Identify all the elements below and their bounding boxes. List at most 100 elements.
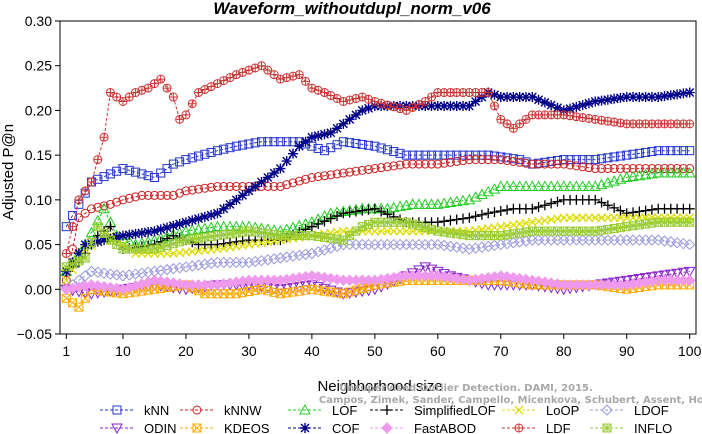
data-point: [382, 162, 392, 172]
data-point: [578, 213, 588, 223]
data-point: [61, 262, 71, 272]
data-point: [149, 244, 159, 254]
data-point: [124, 92, 134, 102]
data-point: [181, 186, 191, 196]
data-point: [161, 263, 173, 276]
data-point: [458, 230, 468, 240]
data-point: [269, 181, 279, 191]
legend-label: kNNW: [224, 403, 262, 418]
data-point: [326, 233, 336, 243]
data-point: [73, 248, 84, 259]
data-point: [105, 199, 115, 209]
legend-item-FastABOD: FastABOD: [370, 421, 476, 434]
data-point: [489, 155, 499, 165]
data-point: [319, 232, 329, 242]
data-point: [571, 161, 581, 171]
data-point: [287, 148, 298, 159]
data-point: [200, 232, 210, 242]
data-point: [515, 119, 525, 129]
data-point: [112, 166, 122, 176]
x-tick-label: 60: [430, 343, 446, 359]
data-point: [117, 270, 129, 282]
data-point: [136, 267, 148, 279]
data-point: [68, 211, 78, 221]
data-point: [590, 96, 601, 107]
data-point: [99, 172, 109, 182]
data-point: [414, 159, 424, 169]
data-point: [609, 223, 619, 233]
data-point: [118, 195, 128, 205]
data-point: [677, 166, 690, 178]
data-point: [263, 65, 273, 75]
legend-marker: [602, 423, 612, 433]
data-point: [205, 257, 217, 270]
data-point: [646, 272, 658, 283]
data-point: [683, 266, 696, 278]
data-point: [281, 156, 292, 167]
data-point: [288, 178, 298, 188]
data-point: [671, 166, 683, 178]
data-point: [570, 180, 583, 191]
data-point: [211, 220, 224, 232]
data-point: [620, 275, 633, 287]
data-point: [615, 151, 625, 161]
data-point: [249, 255, 261, 268]
data-point: [659, 91, 670, 102]
legend-label: LoOP: [546, 403, 579, 418]
data-point: [80, 208, 90, 218]
series-line-LDOF: [66, 239, 690, 290]
data-point: [382, 209, 393, 220]
data-point: [464, 212, 475, 223]
data-point: [419, 198, 432, 209]
data-point: [609, 152, 619, 162]
data-point: [408, 150, 418, 160]
data-point: [502, 92, 513, 103]
data-point: [584, 213, 594, 223]
data-point: [187, 99, 197, 109]
data-point: [111, 232, 122, 243]
data-point: [445, 228, 455, 238]
data-point: [425, 198, 438, 209]
data-point: [187, 215, 198, 226]
data-point: [313, 232, 323, 242]
data-point: [646, 204, 657, 215]
data-point: [496, 114, 506, 124]
data-point: [192, 223, 205, 234]
data-point: [344, 207, 355, 218]
legend-label: COF: [332, 421, 360, 434]
data-point: [155, 264, 167, 277]
data-point: [332, 210, 343, 221]
data-point: [533, 202, 544, 213]
legend-item-KDEOS: KDEOS: [180, 421, 270, 434]
data-point: [546, 198, 557, 209]
data-point: [678, 146, 688, 156]
data-point: [136, 227, 147, 238]
legend-label: LDF: [546, 421, 571, 434]
data-point: [255, 254, 268, 267]
data-point: [364, 219, 374, 229]
data-point: [345, 138, 355, 148]
data-point: [162, 222, 173, 233]
data-point: [603, 164, 613, 174]
data-point: [80, 293, 90, 303]
data-point: [502, 119, 512, 129]
data-point: [571, 101, 582, 112]
data-point: [269, 168, 280, 179]
data-point: [275, 137, 285, 147]
data-point: [124, 229, 135, 240]
data-point: [389, 161, 399, 171]
data-point: [464, 100, 475, 111]
data-point: [68, 244, 78, 254]
data-point: [628, 221, 638, 231]
data-point: [431, 198, 444, 209]
data-point: [452, 156, 462, 166]
data-point: [571, 155, 581, 165]
data-point: [621, 92, 632, 103]
data-point: [186, 224, 199, 235]
data-point: [615, 205, 626, 216]
data-point: [539, 97, 550, 108]
data-point: [287, 250, 299, 262]
data-point: [433, 150, 443, 160]
data-point: [584, 163, 594, 173]
y-tick-label: 0.00: [25, 281, 52, 297]
